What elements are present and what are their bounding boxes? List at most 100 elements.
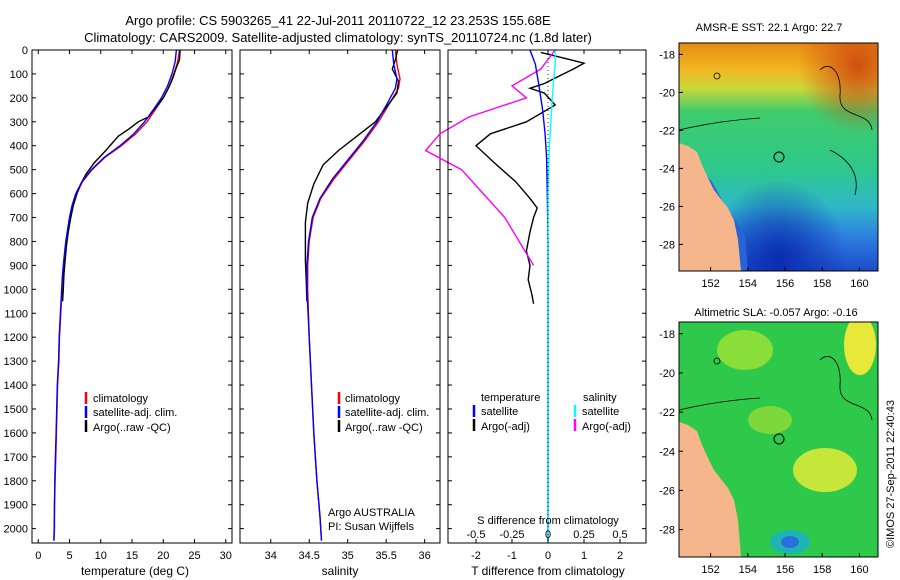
longitude-tick-label: 158 (813, 278, 831, 290)
temperature-tick-label: 5 (66, 550, 72, 562)
latitude-tick-label: -24 (659, 163, 675, 175)
depth-tick-label: 700 (10, 213, 28, 225)
longitude-tick-label: 154 (739, 564, 757, 576)
sla-small-feature-marker (713, 357, 721, 365)
t-difference-tick-label: -2 (471, 550, 481, 562)
t-difference-axis-label: T difference from climatology (471, 564, 625, 578)
depth-tick-label: 1800 (4, 476, 28, 488)
depth-tick-label: 1000 (4, 284, 28, 296)
difference-axes-frame (447, 49, 647, 544)
depth-tick-label: 800 (10, 236, 28, 248)
salinity-axis-label: salinity (322, 564, 359, 578)
depth-tick-label: 200 (10, 93, 28, 105)
depth-tick-label: 1300 (4, 356, 28, 368)
salinity-tick-label: 34.5 (299, 550, 320, 562)
latitude-tick-label: -22 (659, 407, 675, 419)
latitude-tick-label: -28 (659, 525, 675, 537)
s-difference-tick-label: 0 (545, 529, 551, 541)
latitude-tick-label: -26 (659, 485, 675, 497)
satellite-adj-salinity-line (306, 49, 398, 541)
latitude-tick-label: -28 (659, 239, 675, 251)
legend-label-satellite-adj: satellite-adj. clim. (93, 407, 177, 419)
s-difference-tick-label: -0.5 (467, 529, 486, 541)
longitude-tick-label: 152 (701, 564, 719, 576)
s-difference-tick-label: 0.5 (612, 529, 627, 541)
s-difference-tick-label: 0.25 (573, 529, 594, 541)
legend-label-satellite-adj-sal: satellite-adj. clim. (345, 407, 429, 419)
t-difference-tick-label: 0 (545, 550, 551, 562)
sst-contour (679, 66, 873, 196)
temperature-tick-label: 15 (126, 550, 138, 562)
legend-label-temp-satellite: satellite (481, 406, 518, 418)
sst-land (679, 143, 741, 271)
latitude-tick-label: -24 (659, 446, 675, 458)
latitude-tick-label: -22 (659, 125, 675, 137)
legend-label-sal-argo: Argo(-adj) (582, 421, 631, 433)
sst-map-image (679, 43, 878, 271)
salinity-axes-frame (239, 49, 441, 544)
sla-map-ticks: 152 154 156 158 160 -18 -20 -22 -24 -26 -28 (659, 329, 868, 576)
figure-title-line2: Climatology: CARS2009. Satellite-adjuste… (84, 30, 592, 45)
longitude-tick-label: 160 (850, 564, 868, 576)
salinity-tick-label: 36 (418, 550, 430, 562)
argo-salinity-difference-line (424, 49, 556, 266)
salinity-axis-ticks: 34 34.5 35 35.5 36 (240, 49, 440, 562)
float-program-annotation: Argo AUSTRALIA (328, 507, 415, 519)
satellite-salinity-difference-line (547, 50, 556, 541)
depth-tick-label: 900 (10, 260, 28, 272)
longitude-tick-label: 154 (739, 278, 757, 290)
latitude-tick-label: -20 (659, 87, 675, 99)
temperature-tick-label: 30 (220, 550, 232, 562)
s-difference-tick-label: -0.25 (499, 529, 524, 541)
s-difference-axis-ticks: -0.5 -0.25 0 0.25 0.5 (467, 529, 628, 541)
t-difference-tick-label: -1 (507, 550, 517, 562)
legend-label-climatology: climatology (93, 393, 149, 405)
temperature-axis-label: temperature (deg C) (81, 564, 189, 578)
sst-argo-position-marker (773, 151, 785, 163)
temperature-tick-label: 0 (35, 550, 41, 562)
t-difference-tick-label: 2 (617, 550, 623, 562)
depth-tick-label: 1200 (4, 332, 28, 344)
float-pi-annotation: PI: Susan Wijffels (328, 521, 414, 533)
sst-small-feature-marker (713, 72, 721, 80)
salinity-legend: climatology satellite-adj. clim. Argo(..… (337, 392, 429, 434)
depth-tick-label: 1600 (4, 428, 28, 440)
latitude-tick-label: -18 (659, 329, 675, 341)
depth-tick-label: 0 (22, 45, 28, 57)
sla-map-frame (678, 321, 879, 558)
salinity-plot-lines (304, 49, 401, 541)
temperature-legend: climatology satellite-adj. clim. Argo(..… (84, 392, 177, 434)
climatology-salinity-line (307, 49, 401, 541)
depth-tick-label: 1100 (4, 308, 28, 320)
longitude-tick-label: 156 (776, 278, 794, 290)
depth-tick-label: 300 (10, 117, 28, 129)
depth-tick-label: 100 (10, 69, 28, 81)
temperature-plot-lines (53, 49, 181, 541)
temperature-tick-label: 25 (188, 550, 200, 562)
sla-map-panel: Altimetric SLA: -0.057 Argo: -0.16 152 15… (659, 307, 879, 576)
temperature-tick-label: 10 (95, 550, 107, 562)
longitude-tick-label: 152 (701, 278, 719, 290)
latitude-tick-label: -26 (659, 201, 675, 213)
difference-legend: temperature salinity satellite Argo(-adj… (472, 392, 631, 433)
sst-map-title: AMSR-E SST: 22.1 Argo: 22.7 (696, 22, 843, 34)
sst-map-panel: AMSR-E SST: 22.1 Argo: 22.7 152 154 156 158… (659, 22, 879, 290)
legend-label-sal-satellite: satellite (582, 406, 619, 418)
argo-salinity-line (304, 49, 400, 302)
sla-high-blob-3 (844, 322, 876, 375)
legend-label-temp-argo: Argo(-adj) (481, 421, 530, 433)
satellite-adj-temperature-line (53, 49, 178, 541)
t-difference-tick-label: 1 (581, 550, 587, 562)
legend-header-salinity: salinity (583, 392, 617, 404)
climatology-temperature-line (53, 49, 181, 541)
depth-tick-label: 1900 (4, 500, 28, 512)
sla-high-blob-2 (793, 448, 857, 492)
difference-plot-lines (424, 49, 586, 543)
salinity-tick-label: 35 (342, 550, 354, 562)
legend-header-temperature: temperature (481, 392, 540, 404)
sla-low-blob-core (781, 536, 799, 548)
argo-temperature-difference-line (474, 51, 586, 304)
argo-temperature-line (61, 49, 181, 302)
t-difference-axis-ticks: -2 -1 0 1 2 (448, 49, 646, 562)
longitude-tick-label: 158 (813, 564, 831, 576)
